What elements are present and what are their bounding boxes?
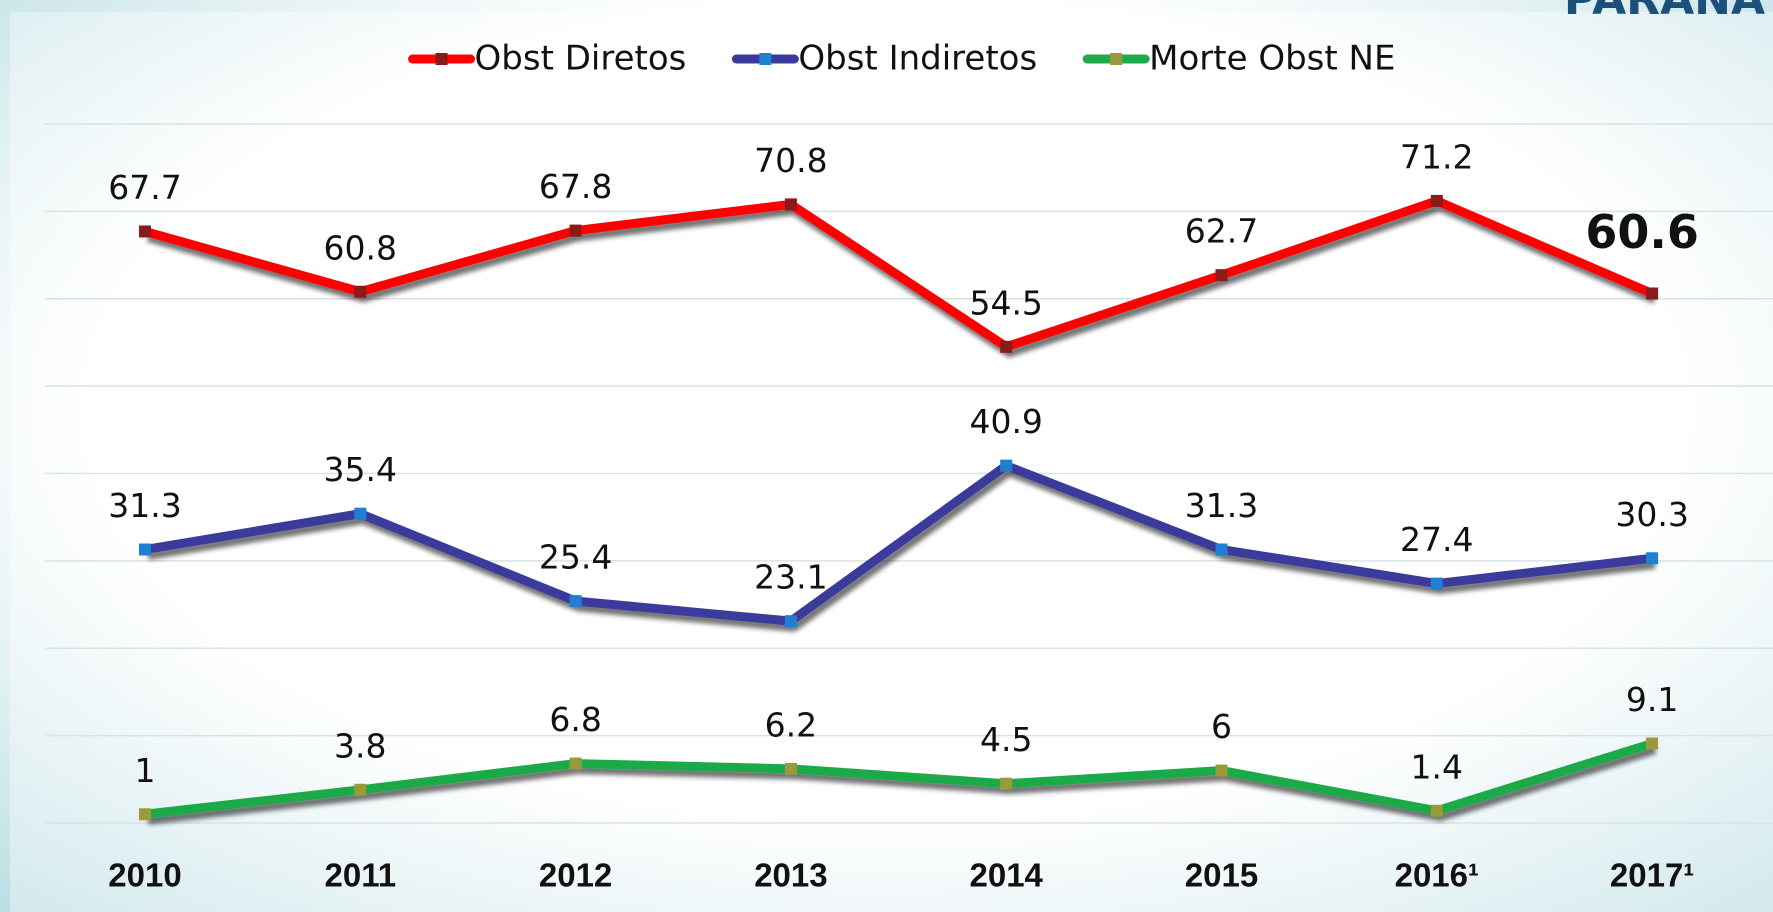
series-line <box>143 196 1654 352</box>
marker <box>354 783 367 796</box>
data-label: 67.7 <box>108 168 181 207</box>
x-tick-label: 2015 <box>1185 857 1258 894</box>
data-label: 27.4 <box>1400 520 1473 559</box>
legend-marker <box>759 53 772 65</box>
logo: PARANÁ <box>1564 0 1765 25</box>
legend-marker <box>435 53 448 65</box>
x-tick-label: 2011 <box>325 857 397 894</box>
marker <box>784 198 797 211</box>
plot-panel <box>10 12 1773 912</box>
marker <box>784 615 797 628</box>
marker <box>1000 459 1013 472</box>
marker <box>354 507 367 520</box>
marker <box>569 224 582 237</box>
marker <box>1430 194 1443 207</box>
marker <box>1430 577 1443 590</box>
x-tick-label: 2017¹ <box>1610 857 1694 894</box>
x-tick-label: 2012 <box>539 857 612 894</box>
marker <box>569 757 582 770</box>
lines <box>139 194 1659 821</box>
legend-marker <box>1110 53 1123 65</box>
marker <box>1000 340 1013 353</box>
data-label: 70.8 <box>754 141 827 180</box>
data-label: 31.3 <box>1185 486 1258 525</box>
marker <box>1430 804 1443 817</box>
marker <box>1646 737 1659 750</box>
marker <box>139 808 151 821</box>
data-label: 62.7 <box>1185 212 1258 251</box>
data-label: 35.4 <box>324 450 397 489</box>
legend-label: Obst Diretos <box>475 39 687 79</box>
data-label: 1 <box>135 751 156 790</box>
legend-entry: Obst Indiretos <box>731 39 1037 79</box>
x-tick-label: 2013 <box>754 857 827 894</box>
data-label: 60.8 <box>324 228 397 267</box>
series-line <box>144 461 1653 626</box>
marker <box>139 543 151 556</box>
data-label: 1.4 <box>1411 747 1463 786</box>
data-label: 3.8 <box>334 726 386 765</box>
data-label: 4.5 <box>980 720 1032 759</box>
legend-label: Obst Indiretos <box>798 39 1037 79</box>
data-label: 71.2 <box>1400 137 1473 176</box>
legend-entry: Obst Diretos <box>408 39 687 79</box>
x-tick-label: 2016¹ <box>1395 857 1479 894</box>
legend: Obst Diretos Obst Indiretos Morte Obst NE <box>408 39 1395 79</box>
x-tick-label: 2010 <box>108 857 181 894</box>
marker <box>1215 543 1228 556</box>
data-label: 6.8 <box>549 700 601 739</box>
data-label: 60.6 <box>1585 205 1699 259</box>
marker <box>1646 552 1659 565</box>
marker <box>569 595 582 608</box>
data-label: 25.4 <box>539 538 612 577</box>
data-label: 23.1 <box>754 558 827 597</box>
data-label: 6 <box>1211 707 1232 746</box>
labels: 2010 2011 2012 2013 2014 2015 2016¹ 2017¹ 67.7 60… <box>108 137 1699 893</box>
series-line <box>144 739 1654 819</box>
x-tick-label: 2014 <box>969 857 1043 894</box>
data-label: 54.5 <box>969 283 1042 322</box>
marker <box>1215 269 1228 282</box>
data-label: 67.8 <box>539 167 612 206</box>
marker <box>1000 777 1013 790</box>
data-label: 6.2 <box>765 705 817 744</box>
marker <box>139 225 151 238</box>
marker <box>1215 764 1228 777</box>
grid <box>45 123 1773 824</box>
marker <box>354 285 367 298</box>
legend-label: Morte Obst NE <box>1149 39 1395 79</box>
marker <box>784 762 797 775</box>
data-label: 31.3 <box>108 486 181 525</box>
marker <box>1646 287 1659 300</box>
legend-entry: Morte Obst NE <box>1082 39 1395 79</box>
data-label: 40.9 <box>969 402 1042 441</box>
data-label: 30.3 <box>1615 495 1688 534</box>
data-label: 9.1 <box>1626 680 1678 719</box>
